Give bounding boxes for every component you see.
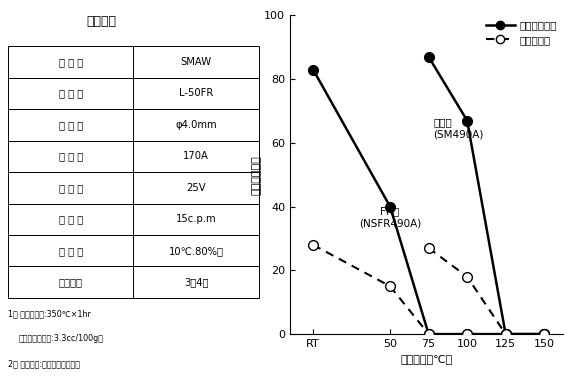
Text: SMAW: SMAW bbox=[180, 57, 212, 67]
Legend: ルート割れ率, 断面割れ率: ルート割れ率, 断面割れ率 bbox=[485, 21, 557, 45]
Text: 電 　 流: 電 流 bbox=[59, 151, 83, 161]
Text: 一般鉰
(SM490A): 一般鉰 (SM490A) bbox=[433, 118, 484, 140]
Text: 棒 　 径: 棒 径 bbox=[59, 120, 83, 130]
Bar bbox=[8, 141, 259, 172]
Text: 雰 囲 気: 雰 囲 気 bbox=[59, 246, 83, 256]
Text: 溶 接 棒: 溶 接 棒 bbox=[59, 88, 83, 98]
Text: （拡散性水素量:3.3cc/100g）: （拡散性水素量:3.3cc/100g） bbox=[19, 334, 104, 343]
Text: 2） 温度管理:恒温、恒湿室使用: 2） 温度管理:恒温、恒湿室使用 bbox=[8, 359, 80, 368]
Text: 溶接条件: 溶接条件 bbox=[86, 15, 117, 28]
Bar bbox=[8, 172, 259, 204]
Bar bbox=[8, 78, 259, 109]
Bar bbox=[8, 109, 259, 141]
Text: 電 　 圧: 電 圧 bbox=[59, 183, 83, 193]
Text: L-50FR: L-50FR bbox=[179, 88, 213, 98]
Text: 3～4回: 3～4回 bbox=[184, 277, 208, 287]
Text: 溶 接 法: 溶 接 法 bbox=[59, 57, 83, 67]
Text: 1） 溶接棒乾燥:350℃×1hr: 1） 溶接棒乾燥:350℃×1hr bbox=[8, 310, 91, 318]
Y-axis label: 割れ率（％）: 割れ率（％） bbox=[251, 155, 262, 195]
Text: FR鉰
(NSFR490A): FR鉰 (NSFR490A) bbox=[359, 207, 421, 229]
Bar bbox=[8, 266, 259, 298]
Bar bbox=[8, 235, 259, 266]
Text: 25V: 25V bbox=[186, 183, 206, 193]
Text: 15c.p.m: 15c.p.m bbox=[176, 214, 216, 224]
Text: 繰返し数: 繰返し数 bbox=[59, 277, 83, 287]
X-axis label: 予熱温度（℃）: 予熱温度（℃） bbox=[400, 354, 452, 364]
Text: φ4.0mm: φ4.0mm bbox=[175, 120, 217, 130]
Bar bbox=[8, 204, 259, 235]
Text: 速 　 度: 速 度 bbox=[59, 214, 83, 224]
Text: 10℃.80%、: 10℃.80%、 bbox=[169, 246, 224, 256]
Bar bbox=[8, 46, 259, 78]
Text: 170A: 170A bbox=[183, 151, 209, 161]
